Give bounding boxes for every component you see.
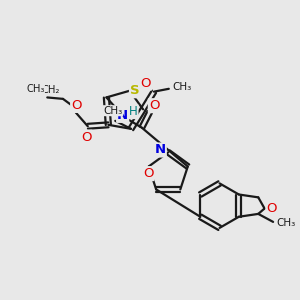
Text: N: N bbox=[155, 143, 166, 157]
Text: CH₃: CH₃ bbox=[172, 82, 191, 92]
Text: CH₃: CH₃ bbox=[277, 218, 296, 228]
Text: O: O bbox=[81, 130, 92, 144]
Text: CH₃: CH₃ bbox=[103, 106, 123, 116]
Text: O: O bbox=[149, 99, 159, 112]
Text: CH₃: CH₃ bbox=[26, 84, 44, 94]
Text: H: H bbox=[129, 105, 138, 118]
Text: O: O bbox=[141, 76, 151, 90]
Text: S: S bbox=[130, 84, 140, 97]
Text: CH₂: CH₂ bbox=[42, 85, 60, 95]
Text: O: O bbox=[266, 202, 277, 215]
Text: O: O bbox=[71, 99, 82, 112]
Text: O: O bbox=[143, 167, 153, 180]
Text: N: N bbox=[117, 109, 128, 122]
